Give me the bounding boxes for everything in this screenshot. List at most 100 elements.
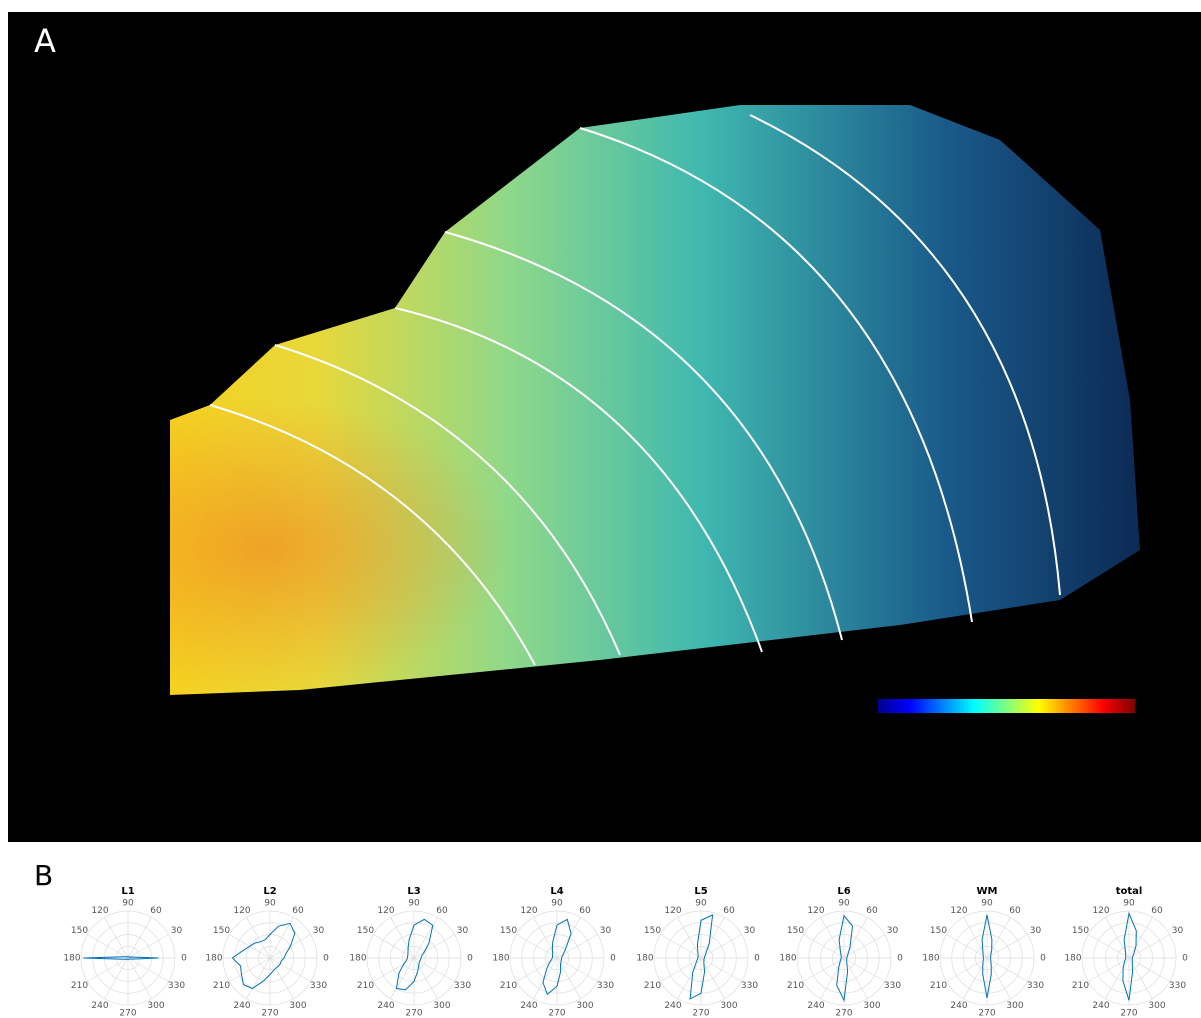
polar-curve: [395, 918, 434, 991]
angle-tick-label: 150: [213, 926, 230, 936]
polar-grid-spoke: [803, 957, 845, 982]
angle-tick-label: 0: [467, 954, 473, 964]
polar-grid-spoke: [556, 957, 598, 982]
angle-tick-label: 270: [692, 1009, 709, 1018]
polar-grid-spoke: [1105, 957, 1130, 999]
angle-tick-label: 270: [1120, 1009, 1137, 1018]
angle-tick-label: 60: [723, 906, 735, 916]
angle-tick-label: 240: [520, 1001, 537, 1011]
angle-tick-label: 210: [787, 981, 804, 991]
angle-tick-label: 240: [1092, 1001, 1109, 1011]
angle-tick-label: 300: [1148, 1001, 1165, 1011]
angle-tick-label: 90: [122, 899, 134, 909]
polar-grid-spoke: [946, 957, 988, 982]
angle-tick-label: 0: [1040, 954, 1046, 964]
angle-tick-label: 180: [205, 954, 222, 964]
angle-tick-label: 300: [147, 1001, 164, 1011]
angle-tick-label: 270: [978, 1009, 995, 1018]
polar-grid-spoke: [87, 957, 129, 982]
angle-tick-label: 330: [168, 981, 185, 991]
angle-tick-label: 210: [71, 981, 88, 991]
panel-label: B: [34, 859, 53, 892]
angle-tick-label: 270: [405, 1009, 422, 1018]
polar-curve: [689, 914, 714, 1000]
colorbar: [878, 699, 1135, 713]
angle-tick-label: 90: [408, 899, 420, 909]
angle-tick-label: 300: [720, 1001, 737, 1011]
angle-tick-label: 0: [897, 954, 903, 964]
layer-boundary: [579, 127, 973, 623]
angle-tick-label: 210: [1072, 981, 1089, 991]
layer-boundary: [274, 344, 621, 656]
polar-grid-spoke: [516, 934, 558, 959]
angle-tick-label: 330: [454, 981, 471, 991]
angle-tick-label: 180: [636, 954, 653, 964]
angle-tick-label: 150: [644, 926, 661, 936]
polar-grid-spoke: [127, 957, 152, 999]
polar-grid-spoke: [246, 917, 271, 959]
polar-grid-spoke: [677, 917, 702, 959]
polar-grid-spoke: [677, 957, 702, 999]
angle-tick-label: 240: [377, 1001, 394, 1011]
angle-tick-label: 30: [1172, 926, 1184, 936]
polar-grid-spoke: [843, 957, 885, 982]
polar-grid-spoke: [269, 957, 294, 999]
angle-tick-label: 300: [576, 1001, 593, 1011]
angle-tick-label: 90: [981, 899, 993, 909]
plot-title: WM: [977, 886, 998, 897]
polar-grid-spoke: [269, 917, 294, 959]
polar-grid-spoke: [1088, 957, 1130, 982]
angle-tick-label: 30: [313, 926, 325, 936]
polar-grid-spoke: [843, 934, 885, 959]
angle-tick-label: 30: [744, 926, 756, 936]
polar-grid-spoke: [660, 934, 702, 959]
polar-grid-spoke: [373, 934, 415, 959]
angle-tick-label: 60: [436, 906, 448, 916]
angle-tick-label: 30: [1030, 926, 1042, 936]
polar-grid-spoke: [413, 917, 438, 959]
angle-tick-label: 180: [63, 954, 80, 964]
angle-tick-label: 120: [1092, 906, 1109, 916]
plot-title: L2: [263, 886, 276, 897]
angle-tick-label: 330: [597, 981, 614, 991]
plot-title: L4: [550, 886, 563, 897]
angle-tick-label: 240: [950, 1001, 967, 1011]
angle-tick-label: 60: [866, 906, 878, 916]
angle-tick-label: 30: [887, 926, 899, 936]
angle-tick-label: 270: [548, 1009, 565, 1018]
layer-boundary: [444, 231, 843, 641]
angle-tick-label: 240: [664, 1001, 681, 1011]
angle-tick-label: 30: [171, 926, 183, 936]
polar-curve: [1122, 911, 1137, 1001]
polar-grid-spoke: [127, 934, 169, 959]
angle-tick-label: 180: [492, 954, 509, 964]
polar-grid-spoke: [533, 957, 558, 999]
plot-title: L1: [121, 886, 134, 897]
angle-tick-label: 300: [289, 1001, 306, 1011]
angle-tick-label: 300: [433, 1001, 450, 1011]
polar-grid-spoke: [986, 934, 1028, 959]
angle-tick-label: 0: [610, 954, 616, 964]
polar-grid-spoke: [104, 957, 129, 999]
angle-tick-label: 150: [930, 926, 947, 936]
layer-boundary: [749, 114, 1061, 596]
polar-grid-spoke: [700, 917, 725, 959]
angle-tick-label: 120: [377, 906, 394, 916]
polar-grid-spoke: [700, 957, 742, 982]
polar-grid-spoke: [246, 957, 271, 999]
polar-grid-spoke: [127, 957, 169, 982]
polar-grid-spoke: [87, 934, 129, 959]
angle-tick-label: 0: [323, 954, 329, 964]
angle-tick-label: 330: [741, 981, 758, 991]
angle-tick-label: 90: [264, 899, 276, 909]
angle-tick-label: 300: [863, 1001, 880, 1011]
angle-tick-label: 0: [754, 954, 760, 964]
polar-grid-spoke: [516, 957, 558, 982]
angle-tick-label: 240: [91, 1001, 108, 1011]
polar-grid-spoke: [843, 917, 868, 959]
angle-tick-label: 30: [600, 926, 612, 936]
polar-grid-spoke: [1128, 917, 1153, 959]
polar-grid-spoke: [390, 957, 415, 999]
